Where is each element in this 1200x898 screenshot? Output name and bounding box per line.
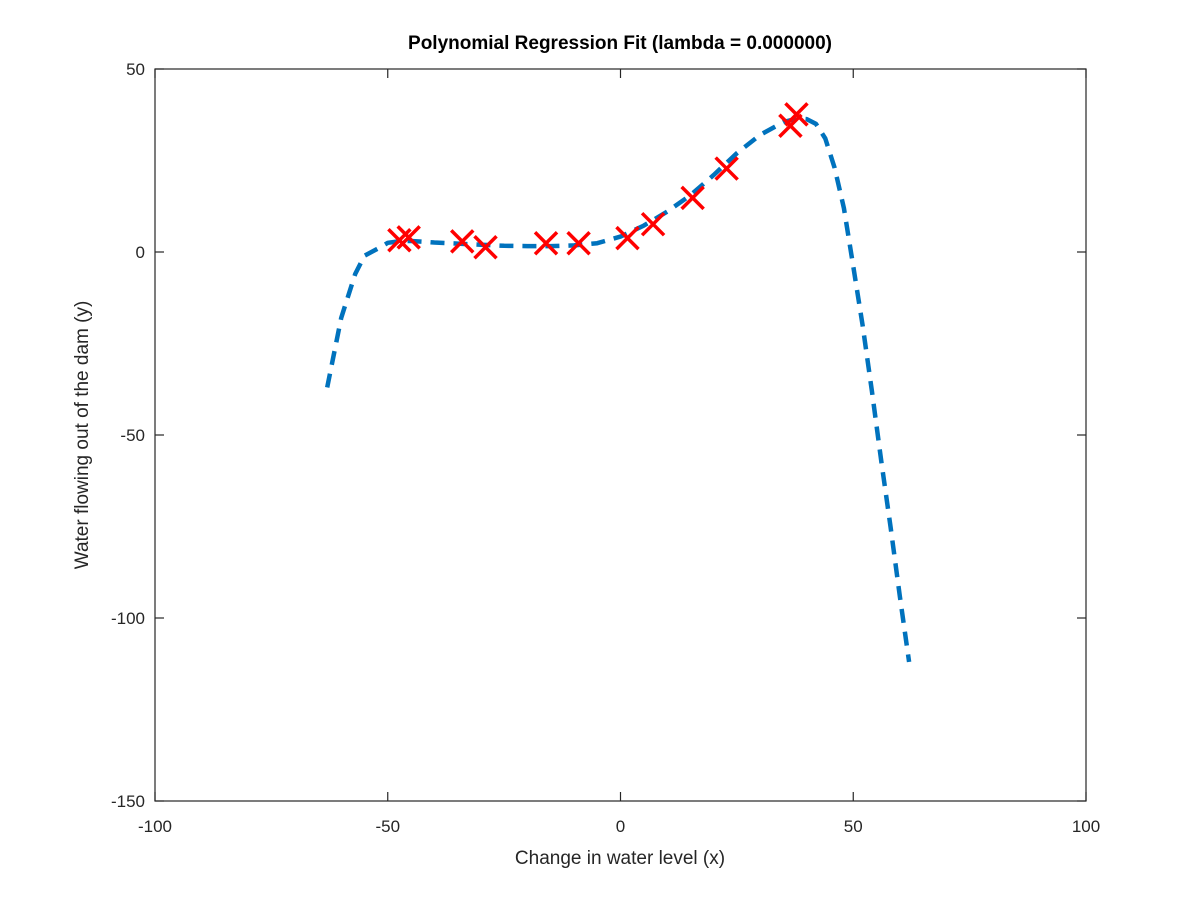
- data-point-stroke-b: [680, 185, 705, 211]
- data-point-stroke-b: [473, 235, 498, 260]
- x-tick-label: 50: [844, 817, 863, 836]
- x-tick-label: 0: [616, 817, 625, 836]
- x-tick-label: -50: [375, 817, 400, 836]
- fit-line-layer: [324, 116, 912, 663]
- data-point: [778, 113, 803, 138]
- data-point: [615, 225, 640, 251]
- plot-area-border: [154, 68, 1087, 802]
- data-point: [449, 229, 475, 254]
- data-point-stroke-b: [778, 113, 803, 138]
- data-point-stroke-b: [615, 225, 640, 251]
- data-point-stroke-b: [533, 230, 559, 256]
- data-point: [396, 225, 421, 250]
- x-tick-label: 100: [1072, 817, 1100, 836]
- data-point-stroke-b: [449, 229, 475, 254]
- data-point-stroke-b: [640, 211, 666, 237]
- tick-layer: -100 -50 0 50 100 50 0 -50 -100 -150: [111, 60, 1100, 836]
- x-tick-label: -100: [138, 817, 172, 836]
- data-point: [566, 230, 591, 256]
- data-point-stroke-b: [714, 156, 739, 181]
- fit-line: [324, 116, 912, 663]
- data-point: [714, 156, 739, 181]
- data-point: [784, 102, 809, 127]
- data-point-stroke-b: [396, 225, 421, 250]
- data-point: [680, 185, 705, 211]
- data-point-stroke-b: [784, 102, 809, 127]
- y-tick-label: -50: [120, 426, 145, 445]
- y-axis-label: Water flowing out of the dam (y): [72, 301, 93, 570]
- chart-title: Polynomial Regression Fit (lambda = 0.00…: [408, 33, 832, 54]
- data-point: [640, 211, 666, 237]
- y-tick-label: -100: [111, 609, 145, 628]
- y-tick-label: 0: [136, 243, 145, 262]
- data-point: [473, 235, 498, 260]
- marker-layer: [387, 102, 809, 260]
- data-point-stroke-b: [566, 230, 591, 256]
- data-point: [533, 230, 559, 256]
- y-tick-label: -150: [111, 792, 145, 811]
- y-tick-label: 50: [126, 60, 145, 79]
- x-axis-label: Change in water level (x): [515, 848, 725, 869]
